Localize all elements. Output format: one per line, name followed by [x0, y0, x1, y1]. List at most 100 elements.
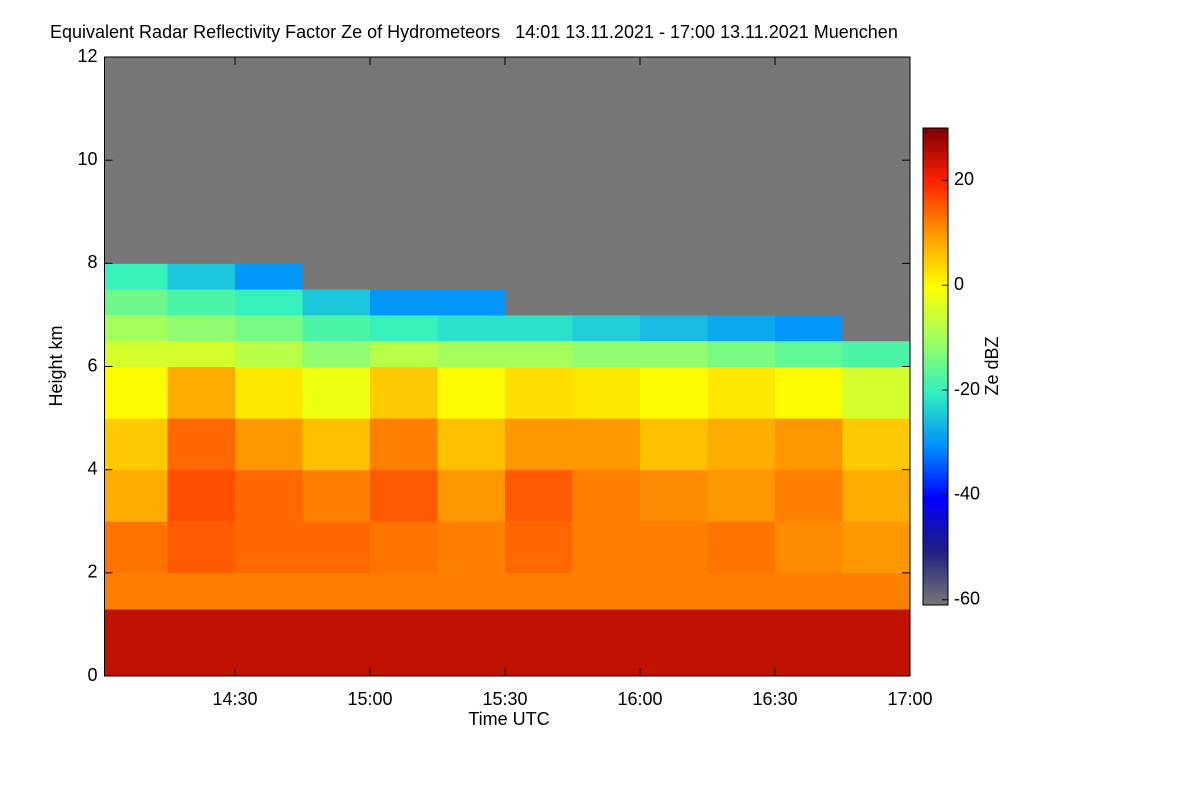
heatmap-cell [640, 289, 708, 316]
heatmap-cell [707, 469, 776, 522]
x-axis-label: Time UTC [468, 709, 549, 729]
heatmap-cell [302, 521, 371, 574]
heatmap-cell [775, 57, 843, 264]
heatmap-cell [572, 314, 641, 342]
colorbar [922, 127, 949, 606]
heatmap-cell [235, 289, 303, 316]
heatmap-cell [104, 572, 168, 610]
heatmap-cell [572, 469, 641, 522]
heatmap-cell [104, 469, 168, 522]
heatmap-cell [572, 366, 641, 419]
heatmap-cell [842, 57, 911, 264]
heatmap-cell [235, 263, 303, 290]
heatmap-cell [370, 418, 438, 471]
heatmap-cell [572, 263, 641, 290]
heatmap-cell [842, 263, 911, 290]
heatmap-cell [167, 572, 236, 610]
heatmap-cell [842, 314, 911, 342]
x-tick-label: 15:00 [347, 689, 392, 709]
y-tick-label: 8 [87, 252, 97, 272]
heatmap-cell [842, 340, 911, 367]
heatmap-cell [235, 366, 303, 419]
heatmap-cell [775, 314, 843, 342]
heatmap-cell [370, 340, 438, 367]
heatmap-cell [775, 469, 843, 522]
heatmap-cell [437, 263, 506, 290]
heatmap-cell [640, 572, 708, 610]
heatmap-cell [235, 572, 303, 610]
heatmap-cell [370, 263, 438, 290]
heatmap-cell [437, 608, 506, 677]
heatmap-cell [640, 340, 708, 367]
heatmap-cell [640, 57, 708, 264]
colorbar-tick-label: 0 [954, 274, 964, 294]
heatmap-cell [640, 469, 708, 522]
heatmap-cell [370, 289, 438, 316]
x-tick-label: 15:30 [482, 689, 527, 709]
y-tick-label: 6 [87, 355, 97, 375]
heatmap-cell [302, 418, 371, 471]
heatmap-cell [104, 521, 168, 574]
y-tick-label: 2 [87, 562, 97, 582]
heatmap-cell [842, 418, 911, 471]
heatmap-cell [707, 418, 776, 471]
heatmap-cell [707, 366, 776, 419]
heatmap-cell [505, 418, 573, 471]
heatmap-cell [572, 608, 641, 677]
x-tick-label: 17:00 [887, 689, 932, 709]
heatmap-cell [437, 314, 506, 342]
heatmap-cell [707, 340, 776, 367]
heatmap-cell [167, 521, 236, 574]
colorbar-tick-label: -60 [954, 589, 980, 609]
heatmap-cell [104, 608, 168, 677]
colorbar-tick-label: -20 [954, 379, 980, 399]
heatmap-cell [437, 366, 506, 419]
heatmap-cell [640, 521, 708, 574]
heatmap-cell [707, 521, 776, 574]
heatmap-cell [302, 314, 371, 342]
heatmap-cell [775, 340, 843, 367]
heatmap-cell [842, 521, 911, 574]
y-axis-label: Height km [46, 325, 66, 406]
heatmap-cell [235, 314, 303, 342]
heatmap-cell [842, 366, 911, 419]
x-tick-label: 14:30 [212, 689, 257, 709]
heatmap-cell [104, 263, 168, 290]
heatmap-cell [302, 289, 371, 316]
heatmap-cell [572, 289, 641, 316]
heatmap-cell [370, 366, 438, 419]
heatmap-cell [302, 340, 371, 367]
heatmap-cell [707, 314, 776, 342]
heatmap-cell [302, 366, 371, 419]
heatmap-cell [235, 521, 303, 574]
heatmap-cell [640, 366, 708, 419]
heatmap-cell [640, 418, 708, 471]
heatmap-cell [640, 314, 708, 342]
heatmap-cell [370, 469, 438, 522]
heatmap-cell [437, 57, 506, 264]
heatmap-cell [505, 521, 573, 574]
heatmap-cell [775, 263, 843, 290]
y-tick-label: 12 [77, 46, 97, 66]
heatmap-cell [505, 57, 573, 264]
heatmap-cell [842, 289, 911, 316]
heatmap-cell [167, 57, 236, 264]
heatmap-cell [370, 572, 438, 610]
heatmap-cell [505, 289, 573, 316]
heatmap-cell [104, 366, 168, 419]
heatmap-cell [505, 314, 573, 342]
heatmap-cell [104, 418, 168, 471]
x-tick-label: 16:00 [617, 689, 662, 709]
heatmap-cell [640, 608, 708, 677]
heatmap-cell [775, 572, 843, 610]
heatmap-cell [437, 521, 506, 574]
heatmap-cell [167, 263, 236, 290]
heatmap-cell [707, 263, 776, 290]
heatmap-cell [104, 289, 168, 316]
heatmap-cell [572, 340, 641, 367]
heatmap-cell [707, 572, 776, 610]
heatmap-cell [505, 263, 573, 290]
heatmap-cell [775, 366, 843, 419]
heatmap-cell [775, 289, 843, 316]
heatmap-cell [370, 608, 438, 677]
